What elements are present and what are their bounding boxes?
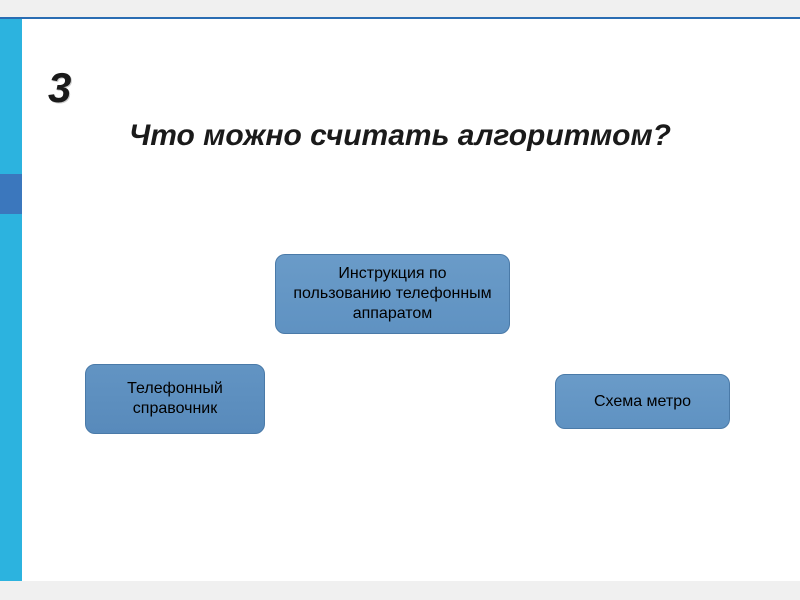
question-number: 3 <box>48 64 71 112</box>
slide-title: Что можно считать алгоритмом? <box>0 119 800 153</box>
sidebar-stripe <box>0 19 22 581</box>
option-label: Инструкция по пользованию телефонным апп… <box>288 264 497 324</box>
stripe-segment-blue <box>0 174 22 214</box>
option-phonebook[interactable]: Телефонный справочник <box>85 364 265 434</box>
slide-content: 3 Что можно считать алгоритмом? Инструкц… <box>0 19 800 581</box>
option-label: Телефонный справочник <box>98 379 252 419</box>
option-instruction[interactable]: Инструкция по пользованию телефонным апп… <box>275 254 510 334</box>
slide-frame: 3 Что можно считать алгоритмом? Инструкц… <box>0 0 800 600</box>
option-metro[interactable]: Схема метро <box>555 374 730 429</box>
option-label: Схема метро <box>594 392 691 412</box>
stripe-segment-cyan-bottom <box>0 214 22 581</box>
